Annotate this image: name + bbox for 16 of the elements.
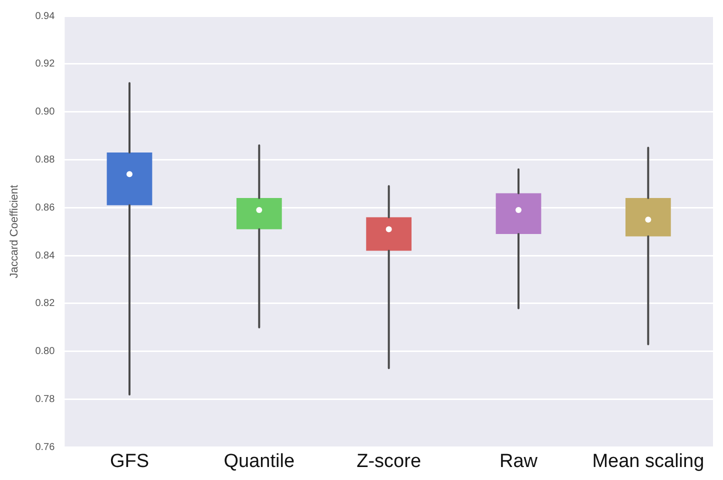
y-tick-label: 0.94 (35, 10, 56, 22)
x-tick-label: Mean scaling (592, 450, 704, 472)
y-tick-label: 0.88 (35, 154, 56, 166)
x-tick-label: Raw (499, 450, 538, 472)
y-tick-label: 0.92 (35, 58, 56, 70)
y-axis-title: Jaccard Coefficient (8, 184, 21, 278)
y-tick-label: 0.80 (35, 346, 56, 358)
x-tick-label: GFS (110, 450, 150, 472)
x-tick-label: Quantile (224, 450, 295, 472)
y-tick-label: 0.78 (35, 394, 56, 406)
y-tick-label: 0.86 (35, 202, 56, 214)
y-tick-label: 0.82 (35, 298, 56, 310)
y-tick-label: 0.90 (35, 106, 56, 118)
y-tick-label: 0.76 (35, 442, 56, 453)
y-tick-label: 0.84 (35, 250, 56, 262)
x-tick-label: Z-score (356, 450, 422, 472)
